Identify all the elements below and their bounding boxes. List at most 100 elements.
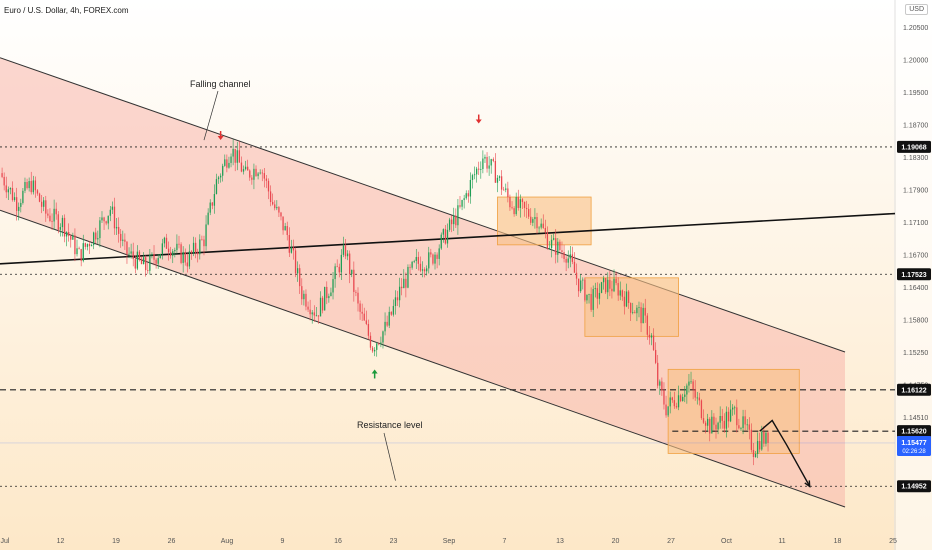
- candle-body: [274, 204, 276, 209]
- candle-body: [555, 238, 557, 255]
- candle-body: [122, 239, 124, 241]
- annotation-falling-channel: Falling channel: [190, 79, 251, 89]
- candle-body: [9, 188, 12, 190]
- candle: [267, 178, 270, 200]
- candle: [311, 309, 313, 324]
- current-price-text: 1.15477: [901, 440, 926, 447]
- candle-body: [390, 311, 392, 315]
- candle: [232, 139, 234, 166]
- candle-body: [378, 343, 380, 345]
- level-price-tag-5-text: 1.14952: [901, 484, 926, 491]
- candle-body: [330, 292, 332, 297]
- candle: [11, 181, 14, 202]
- x-axis-label: 23: [390, 538, 398, 545]
- level-price-tag-4[interactable]: 1.15620: [897, 425, 931, 438]
- candle: [286, 221, 288, 241]
- candle: [76, 239, 78, 257]
- current-price-tag-bg: [897, 435, 931, 456]
- candle: [74, 228, 76, 262]
- candle-body: [490, 159, 492, 166]
- candle: [338, 263, 340, 278]
- candle-body: [178, 243, 180, 245]
- candle-body: [359, 303, 361, 312]
- candle: [403, 269, 405, 289]
- candle-body: [742, 416, 744, 429]
- candle-body: [498, 176, 501, 178]
- candle: [640, 302, 642, 333]
- candle: [632, 302, 634, 315]
- level-price-tag-1[interactable]: 1.19068: [897, 140, 931, 153]
- candle: [257, 172, 259, 180]
- candle: [413, 259, 415, 264]
- candle: [184, 248, 186, 266]
- candle: [201, 235, 203, 241]
- channel-upper-line[interactable]: [0, 57, 846, 353]
- candle-body: [453, 215, 455, 225]
- candle-body: [346, 253, 349, 257]
- candle: [511, 201, 513, 210]
- candle: [515, 192, 517, 216]
- candle-body: [301, 286, 303, 300]
- candle: [428, 246, 430, 274]
- candle: [717, 421, 719, 435]
- candle-body: [149, 254, 151, 271]
- candle-body: [553, 238, 555, 240]
- candle-body: [598, 292, 601, 299]
- candle-body: [511, 207, 513, 209]
- candle-body: [586, 294, 588, 301]
- candle-body: [517, 196, 519, 208]
- y-axis-label: 1.20500: [903, 25, 928, 32]
- candle-body: [484, 156, 486, 159]
- candle: [423, 267, 426, 278]
- level-price-tag-2[interactable]: 1.17523: [897, 268, 931, 281]
- candle: [409, 264, 411, 275]
- candle-body: [272, 202, 274, 205]
- candle-body: [63, 217, 66, 237]
- candle-body: [147, 270, 149, 271]
- candle: [142, 252, 145, 265]
- candle-body: [351, 269, 353, 274]
- currency-badge[interactable]: USD: [905, 4, 928, 15]
- candle: [101, 211, 103, 223]
- candle-body: [132, 251, 134, 260]
- level-price-tag-5[interactable]: 1.14952: [897, 480, 931, 493]
- candle: [274, 200, 276, 211]
- candle-body: [5, 185, 7, 193]
- consolidation-box-2[interactable]: [584, 277, 679, 337]
- candle: [475, 166, 478, 183]
- candle-body: [544, 228, 546, 233]
- candle-body: [446, 229, 449, 244]
- candle-body: [492, 159, 494, 161]
- candle: [346, 250, 349, 261]
- candle: [457, 198, 459, 235]
- candle-body: [717, 422, 719, 430]
- candle-body: [415, 256, 417, 262]
- candle-body: [236, 150, 238, 163]
- candle: [292, 239, 295, 260]
- candle: [384, 312, 386, 336]
- candle: [165, 233, 168, 249]
- candle: [652, 328, 655, 352]
- channel-lower-line[interactable]: [0, 209, 846, 508]
- candle: [546, 226, 549, 250]
- candle-body: [186, 262, 188, 267]
- candle: [217, 175, 220, 184]
- candle: [45, 195, 47, 222]
- current-price-tag[interactable]: 1.15477 02:26:28: [897, 435, 931, 456]
- candle: [122, 230, 124, 247]
- candle: [744, 409, 746, 431]
- consolidation-box-3[interactable]: [667, 368, 800, 454]
- candle-body: [228, 162, 230, 168]
- candle-body: [43, 200, 45, 207]
- candle-body: [592, 289, 594, 310]
- projection-path[interactable]: [759, 419, 811, 487]
- candle: [478, 161, 480, 175]
- candle: [328, 293, 330, 303]
- candle: [767, 431, 769, 452]
- candle-body: [540, 223, 542, 228]
- candle-body: [663, 390, 665, 405]
- consolidation-box-1[interactable]: [497, 196, 592, 246]
- level-price-tag-3[interactable]: 1.16122: [897, 383, 931, 396]
